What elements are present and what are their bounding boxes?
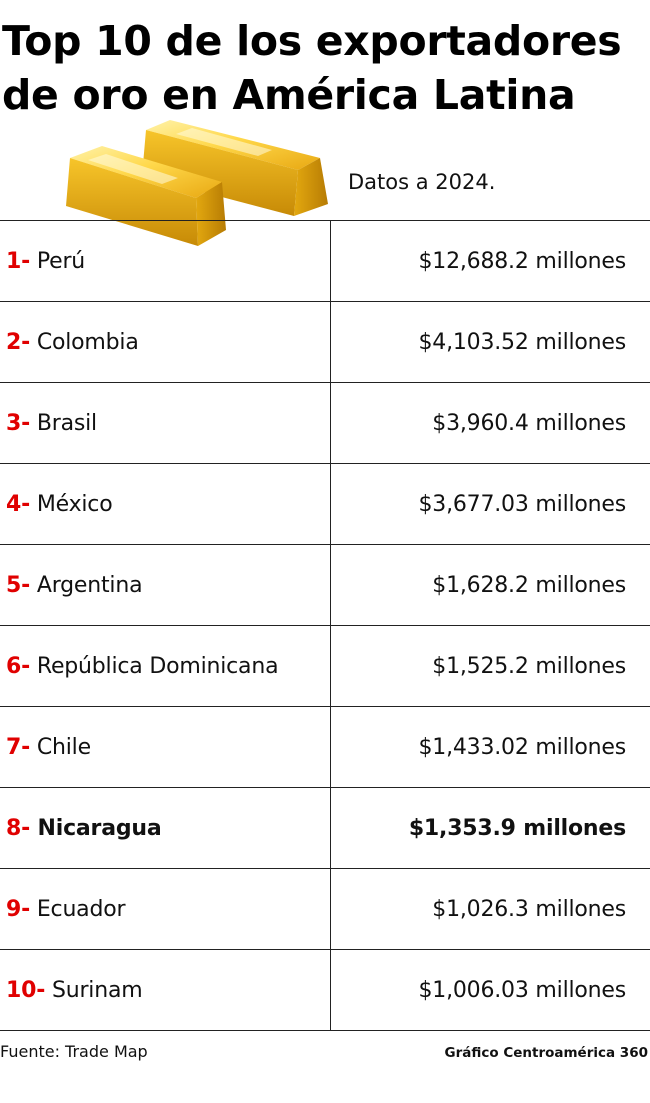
export-value: $3,677.03 millones [330,463,650,545]
country-cell: 3- Brasil [0,382,331,464]
rank-label: 6- [6,653,31,679]
export-value: $1,433.02 millones [330,706,650,788]
export-value: $1,026.3 millones [330,868,650,950]
rank-label: 10- [6,977,46,1003]
exporters-table: 1- Perú $12,688.2 millones 2- Colombia $4,1… [0,220,650,1031]
credit-note: Gráfico Centroamérica 360 [444,1045,648,1061]
country-cell: 7- Chile [0,706,331,788]
export-value: $4,103.52 millones [330,301,650,383]
table-row: 2- Colombia $4,103.52 millones [0,301,650,383]
rank-label: 7- [6,734,31,760]
country-cell: 8- Nicaragua [0,787,331,869]
title-line-2: de oro en América Latina [2,71,576,119]
export-value: $3,960.4 millones [330,382,650,464]
rank-label: 8- [6,815,31,841]
subtitle: Datos a 2024. [348,170,496,194]
rank-label: 3- [6,410,31,436]
country-cell: 9- Ecuador [0,868,331,950]
rank-label: 1- [6,248,31,274]
table-row: 7- Chile $1,433.02 millones [0,706,650,788]
table-row: 9- Ecuador $1,026.3 millones [0,868,650,950]
country-name: México [36,491,113,517]
country-name: Ecuador [36,896,126,922]
country-name: Chile [36,734,91,760]
country-name: Nicaragua [37,815,162,841]
country-cell: 2- Colombia [0,301,331,383]
country-cell: 4- México [0,463,331,545]
export-value: $12,688.2 millones [330,220,650,302]
country-name: Colombia [36,329,139,355]
country-name: Brasil [36,410,97,436]
country-cell: 10- Surinam [0,949,331,1031]
exporters-table-body: 1- Perú $12,688.2 millones 2- Colombia $4,1… [0,220,650,1031]
table-row: 8- Nicaragua $1,353.9 millones [0,787,650,869]
rank-label: 9- [6,896,31,922]
table-row: 1- Perú $12,688.2 millones [0,220,650,302]
export-value: $1,525.2 millones [330,625,650,707]
country-cell: 1- Perú [0,220,331,302]
table-row: 10- Surinam $1,006.03 millones [0,949,650,1031]
country-name: Surinam [51,977,143,1003]
title-line-1: Top 10 de los exportadores [2,17,622,65]
source-note: Fuente: Trade Map [0,1042,148,1061]
country-name: Argentina [36,572,143,598]
rank-label: 5- [6,572,31,598]
table-row: 5- Argentina $1,628.2 millones [0,544,650,626]
rank-label: 2- [6,329,31,355]
export-value: $1,628.2 millones [330,544,650,626]
country-cell: 6- República Dominicana [0,625,331,707]
table-row: 4- México $3,677.03 millones [0,463,650,545]
table-row: 6- República Dominicana $1,525.2 millones [0,625,650,707]
country-name: República Dominicana [36,653,279,679]
table-row: 3- Brasil $3,960.4 millones [0,382,650,464]
export-value: $1,006.03 millones [330,949,650,1031]
rank-label: 4- [6,491,31,517]
page-title: Top 10 de los exportadores de oro en Amé… [2,14,648,122]
country-name: Perú [36,248,86,274]
export-value: $1,353.9 millones [330,787,650,869]
country-cell: 5- Argentina [0,544,331,626]
